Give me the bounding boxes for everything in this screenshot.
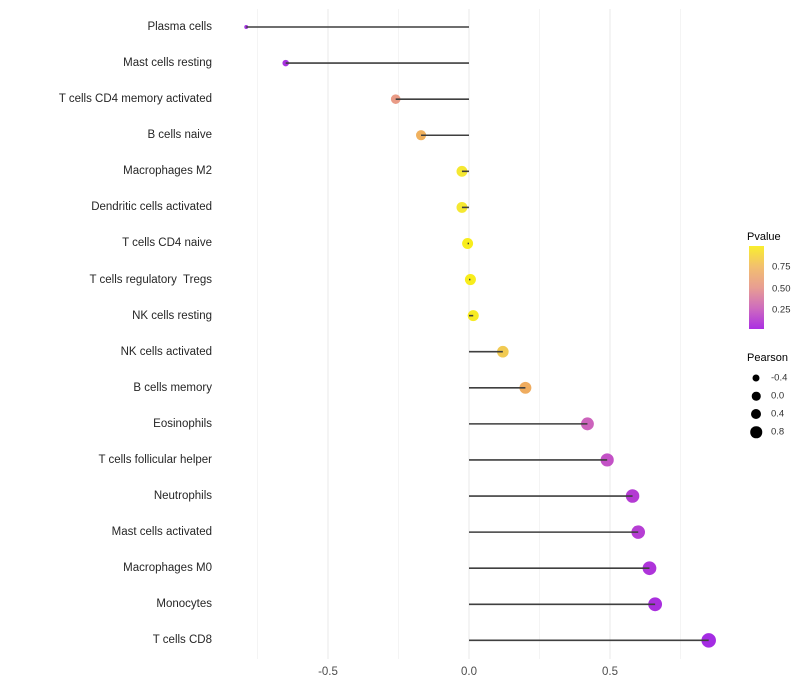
x-axis-tick-label: 0.0 xyxy=(461,666,477,678)
y-axis-label: Neutrophils xyxy=(153,490,212,503)
pvalue-tick-label: 0.75 xyxy=(772,261,791,273)
y-axis-label: Dendritic cells activated xyxy=(91,201,212,214)
y-axis-label: T cells CD8 xyxy=(152,634,212,647)
pearson-size-key-dot xyxy=(752,374,760,382)
pearson-size-key-label: -0.4 xyxy=(771,372,788,384)
pearson-size-key-label: 0.4 xyxy=(771,408,785,420)
y-axis-label: T cells regulatory Tregs xyxy=(89,273,212,286)
pearson-size-key-dot xyxy=(750,426,762,438)
y-axis-label: Mast cells resting xyxy=(123,57,212,70)
x-axis-tick-label: -0.5 xyxy=(318,666,338,678)
y-axis-label: T cells CD4 memory activated xyxy=(58,93,212,106)
pearson-size-key-dot xyxy=(751,409,761,419)
pvalue-legend-title: Pvalue xyxy=(747,231,781,243)
y-axis-label: Eosinophils xyxy=(153,417,212,430)
pearson-size-key-label: 0.0 xyxy=(771,390,785,402)
y-axis-label: T cells follicular helper xyxy=(98,453,212,466)
y-axis-label: T cells CD4 naive xyxy=(122,237,212,250)
y-axis-label: Monocytes xyxy=(156,598,212,611)
pearson-size-key-dot xyxy=(751,391,761,401)
pvalue-tick-label: 0.25 xyxy=(772,304,791,316)
y-axis-label: Plasma cells xyxy=(147,21,212,33)
data-point xyxy=(464,274,476,286)
pearson-size-key-label: 0.8 xyxy=(771,426,785,438)
y-axis-label: NK cells activated xyxy=(120,345,212,358)
y-axis-label: Mast cells activated xyxy=(111,526,212,539)
x-axis-tick-label: 0.5 xyxy=(602,666,618,678)
y-axis-label: B cells memory xyxy=(133,381,212,394)
y-axis-label: NK cells resting xyxy=(132,309,212,322)
pvalue-gradient-bar xyxy=(749,246,764,329)
y-axis-label: Macrophages M0 xyxy=(123,562,212,575)
data-point xyxy=(467,310,479,322)
pvalue-tick-label: 0.50 xyxy=(772,283,791,295)
y-axis-label: Macrophages M2 xyxy=(123,165,212,178)
y-axis-label: B cells naive xyxy=(147,129,212,142)
pearson-legend-title: Pearson xyxy=(747,352,788,364)
